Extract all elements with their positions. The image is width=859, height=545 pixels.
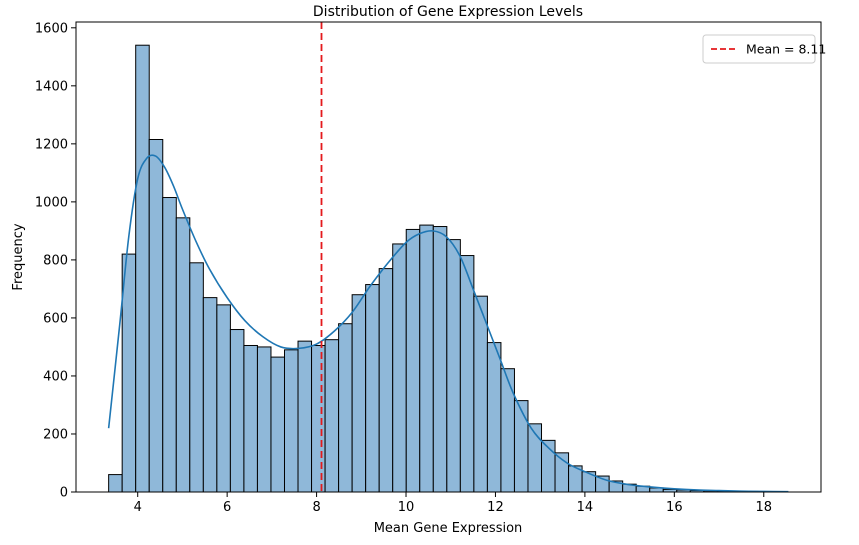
histogram-bar	[175, 217, 191, 493]
y-tick-label: 1600	[35, 21, 68, 36]
x-tick-label: 10	[398, 500, 415, 515]
y-tick-label: 1400	[35, 79, 68, 94]
kde-curve	[107, 154, 789, 493]
y-tick-label: 200	[43, 427, 68, 442]
x-tick-label: 16	[666, 500, 683, 515]
histogram-bar	[500, 368, 515, 493]
histogram-bar	[324, 339, 340, 493]
histogram-bar	[243, 344, 258, 493]
histogram-bar	[459, 255, 475, 493]
histogram-bar	[486, 342, 502, 493]
histogram-bar	[162, 197, 177, 493]
plot-frame	[75, 21, 822, 493]
histogram-bar	[405, 228, 421, 493]
histogram-bar	[121, 253, 137, 493]
x-tick-label: 8	[312, 500, 320, 515]
legend-mean-label: Mean = 8.11	[746, 42, 826, 57]
histogram-bar	[148, 139, 164, 493]
y-axis-label: Frequency	[11, 223, 26, 290]
legend-box	[702, 34, 816, 64]
x-tick-label: 12	[487, 500, 504, 515]
histogram-bar	[365, 284, 380, 493]
histogram-bar	[338, 323, 353, 493]
x-axis-label: Mean Gene Expression	[374, 521, 523, 536]
histogram-bar	[283, 349, 299, 493]
x-tick-label: 18	[755, 500, 772, 515]
y-tick-label: 800	[43, 253, 68, 268]
histogram-bar	[446, 239, 461, 493]
chart-title: Distribution of Gene Expression Levels	[313, 4, 583, 20]
histogram-bar	[202, 297, 218, 493]
y-tick-label: 400	[43, 369, 68, 384]
x-tick-label: 6	[223, 500, 231, 515]
legend: Mean = 8.11	[702, 34, 826, 64]
y-tick-label: 1200	[35, 137, 68, 152]
histogram-bar	[135, 44, 150, 493]
y-tick-label: 0	[60, 486, 68, 501]
histogram-bar	[392, 243, 407, 493]
histogram-bar	[216, 304, 231, 493]
histogram-bar	[108, 474, 123, 493]
histogram-bar	[311, 344, 326, 493]
histogram-bar	[189, 262, 204, 493]
y-axis-ticks: 0 200 400 600 800 1000 1200 1400 1600	[35, 21, 76, 501]
x-tick-label: 4	[134, 500, 142, 515]
y-tick-label: 600	[43, 311, 68, 326]
histogram-bar	[419, 224, 434, 493]
histogram-bar	[473, 295, 488, 493]
histogram-bar	[351, 294, 367, 493]
histogram-bars	[108, 44, 786, 493]
histogram-bar	[229, 329, 245, 493]
y-tick-label: 1000	[35, 195, 68, 210]
x-tick-label: 14	[577, 500, 594, 515]
x-axis-ticks: 4 6 8 10 12 14 16 18	[134, 492, 772, 515]
histogram-bar	[270, 356, 285, 493]
histogram-bar	[297, 340, 313, 493]
histogram-bar	[256, 346, 272, 493]
histogram-bar	[513, 400, 529, 493]
histogram-bar	[432, 226, 448, 493]
histogram-bar	[378, 268, 394, 493]
